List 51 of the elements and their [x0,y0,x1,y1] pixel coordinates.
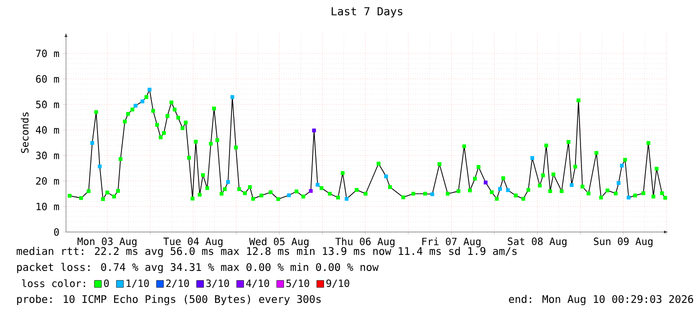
point [616,181,621,185]
y-tick-label: 20 m [36,177,60,185]
point [530,156,534,160]
text: packet loss: 0.74 % avg 34.31 % max 0.00 % min 0.00 % now [17,262,379,274]
y-tick-label: 50 m [36,100,60,108]
legend-label: 1/10 [126,279,149,288]
x-tick-label: Tue 04 Aug [163,238,222,248]
x-tick-label: Thu 06 Aug [335,238,394,248]
text: end: Mon Aug 10 00:29:03 2026 [509,294,694,306]
point [484,180,488,184]
point [316,182,320,187]
text: median rtt: 22.2 ms avg 56.0 ms max 12.8 ms min 13.9 ms now 11.4 ms sd 1.9 am/s [16,246,517,258]
point [308,189,313,193]
legend-label: 9/10 [326,279,350,288]
point [620,164,624,168]
legend-title: loss color: [22,279,86,288]
x-tick-label: Wed 05 Aug [249,238,308,248]
x-tick-label: Fri 07 Aug [422,238,480,248]
point [226,180,230,184]
y-tick-label: 70 m [36,50,60,58]
point [626,196,631,200]
text: probe: 10 ICMP Echo Pings (500 Bytes) every 300s [17,294,321,306]
point [98,164,102,168]
x-tick-label: Sat 08 Aug [508,238,566,248]
point [430,192,434,196]
legend-label: 5/10 [286,279,310,288]
point [140,99,144,104]
point [90,141,94,145]
chart-title: Last 7 Days [332,7,402,18]
legend-label: 0 [104,279,109,288]
point [312,128,316,132]
x-tick-label: Mon 03 Aug [78,238,136,248]
legend-label: 2/10 [166,279,189,288]
y-tick-label: 30 m [36,152,60,160]
y-tick-label: 60 m [36,75,60,83]
x-tick-label: Sun 09 Aug [594,238,652,248]
point [148,88,152,92]
y-tick-label: 10 m [36,202,60,210]
point [384,174,388,178]
point [506,188,510,192]
y-tick-label: 40 m [36,126,60,134]
point [134,104,138,108]
point [498,186,502,191]
point [287,193,291,198]
legend-label: 3/10 [206,279,230,288]
legend-label: 4/10 [246,279,270,288]
y-axis-title: Seconds [20,112,29,153]
point [344,196,349,201]
point [230,95,234,99]
y-tick-label: 0 [54,228,59,236]
point [570,183,574,187]
